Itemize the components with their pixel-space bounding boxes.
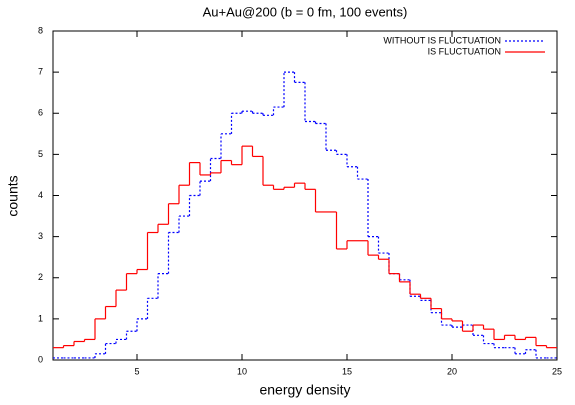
x-tick-label: 25 bbox=[552, 366, 562, 376]
y-tick-label: 5 bbox=[38, 149, 43, 159]
x-axis-label: energy density bbox=[259, 382, 350, 398]
legend-label: WITHOUT IS FLUCTUATION bbox=[383, 35, 501, 45]
y-axis-label: counts bbox=[5, 175, 21, 216]
plot-frame bbox=[52, 30, 558, 361]
x-tick-label: 15 bbox=[342, 366, 352, 376]
y-tick-label: 3 bbox=[38, 231, 43, 241]
y-tick-label: 2 bbox=[38, 272, 43, 282]
x-tick-label: 10 bbox=[237, 366, 247, 376]
y-tick-label: 7 bbox=[38, 67, 43, 77]
y-tick-label: 8 bbox=[38, 25, 43, 35]
y-tick-label: 6 bbox=[38, 108, 43, 118]
y-tick-label: 0 bbox=[38, 354, 43, 364]
x-tick-label: 5 bbox=[134, 366, 139, 376]
y-tick-label: 1 bbox=[38, 313, 43, 323]
x-tick-label: 20 bbox=[447, 366, 457, 376]
legend-label: IS FLUCTUATION bbox=[428, 46, 501, 56]
y-tick-label: 4 bbox=[38, 190, 43, 200]
chart-title: Au+Au@200 (b = 0 fm, 100 events) bbox=[203, 4, 408, 19]
